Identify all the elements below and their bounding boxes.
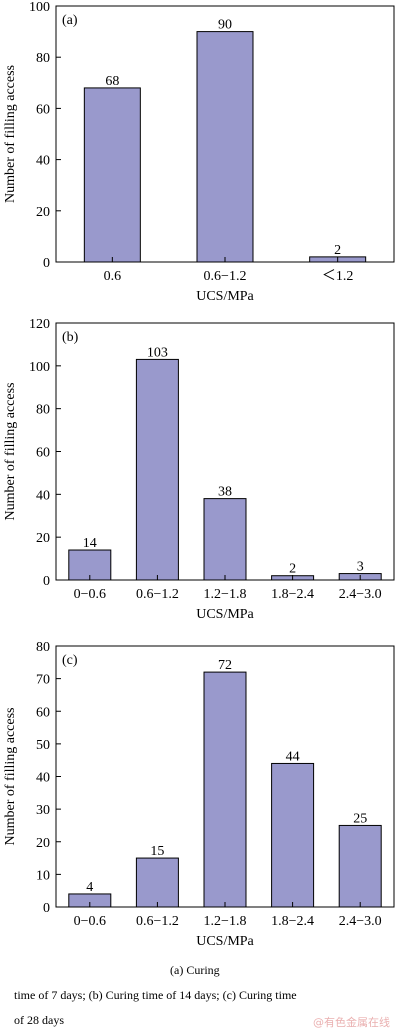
y-axis-label: Number of filling access — [3, 65, 18, 203]
panel-label: (a) — [62, 13, 78, 28]
data-label: 25 — [353, 811, 367, 826]
y-tick-label: 30 — [36, 803, 50, 818]
y-tick-label: 70 — [36, 673, 50, 688]
bar — [196, 31, 254, 263]
caption-line-3: of 28 days — [14, 1013, 64, 1027]
y-tick-label: 0 — [43, 574, 50, 589]
y-axis-label: Number of filling access — [3, 707, 18, 845]
y-tick-label: 0 — [43, 901, 50, 916]
data-label: 2 — [289, 562, 296, 577]
x-tick-label: 0−0.6 — [74, 587, 106, 602]
y-tick-label: 40 — [36, 154, 50, 169]
y-tick-label: 20 — [36, 836, 50, 851]
x-axis-label: UCS/MPa — [196, 934, 254, 949]
y-axis-label: Number of filling access — [3, 382, 18, 520]
x-tick-label: 1.2−1.8 — [204, 587, 247, 602]
x-tick-label: ＜1.2 — [322, 269, 354, 284]
x-tick-label: 0−0.6 — [74, 914, 106, 929]
y-tick-label: 80 — [36, 51, 50, 66]
x-tick-label: 0.6 — [104, 269, 122, 284]
y-tick-label: 60 — [36, 705, 50, 720]
chart-panel-a: 0 20 40 60 80 100 0.6 68 0.6−1.2 90 ＜1.2 2 (a) UCS/MP… — [3, 0, 395, 304]
y-tick-label: 20 — [36, 531, 50, 546]
y-tick-label: 10 — [36, 868, 50, 883]
y-tick-label: 20 — [36, 205, 50, 220]
data-label: 2 — [334, 243, 341, 258]
x-tick-label: 0.6−1.2 — [136, 587, 179, 602]
bar — [203, 498, 247, 581]
data-label: 14 — [83, 536, 97, 551]
chart-panel-b: 0 20 40 60 80 100 120 0−0.6 14 0.6−1.2 103 1.2−1.8 3… — [3, 317, 395, 622]
x-axis-label: UCS/MPa — [196, 289, 254, 304]
watermark: @有色金属在线 — [313, 1016, 390, 1029]
charts-figure: 0204060801000.6680.6−1.290＜1.22(a)UCS/MP… — [3, 0, 395, 949]
x-axis-label: UCS/MPa — [196, 607, 254, 622]
x-tick-label: 1.8−2.4 — [271, 914, 314, 929]
caption-line-1: (a) Curing — [170, 963, 220, 977]
data-label: 103 — [147, 345, 168, 360]
data-label: 15 — [150, 844, 164, 859]
y-tick-label: 40 — [36, 771, 50, 786]
data-label: 44 — [286, 749, 300, 764]
y-tick-label: 40 — [36, 488, 50, 503]
data-label: 38 — [218, 485, 232, 500]
y-tick-label: 100 — [29, 360, 50, 375]
y-tick-label: 0 — [43, 256, 50, 271]
y-tick-label: 60 — [36, 102, 50, 117]
y-tick-label: 60 — [36, 446, 50, 461]
data-label: 68 — [105, 74, 119, 89]
panel-label: (b) — [62, 330, 79, 345]
caption-line-2: time of 7 days; (b) Curing time of 14 da… — [14, 988, 297, 1002]
data-label: 90 — [218, 18, 232, 33]
data-label: 3 — [357, 560, 364, 575]
y-tick-label: 80 — [36, 403, 50, 418]
x-tick-label: 1.2−1.8 — [204, 914, 247, 929]
y-tick-label: 100 — [29, 0, 50, 15]
x-tick-label: 2.4−3.0 — [339, 914, 382, 929]
bar — [271, 762, 315, 908]
bar — [83, 87, 141, 263]
data-label: 72 — [218, 658, 232, 673]
panel-label: (c) — [62, 653, 78, 668]
x-tick-label: 1.8−2.4 — [271, 587, 314, 602]
y-tick-label: 80 — [36, 640, 50, 655]
data-label: 4 — [86, 880, 93, 895]
y-tick-label: 50 — [36, 738, 50, 753]
bar — [135, 857, 179, 908]
x-tick-label: 0.6−1.2 — [136, 914, 179, 929]
bar — [338, 824, 382, 908]
bar — [203, 671, 247, 908]
chart-panel-c: 0 10 20 30 40 50 60 70 80 0−0.6 4 0.6−1.2 15 1.2−1.8 7… — [3, 640, 395, 949]
x-tick-label: 0.6−1.2 — [204, 269, 247, 284]
bar — [135, 358, 179, 581]
x-tick-label: 2.4−3.0 — [339, 587, 382, 602]
y-tick-label: 120 — [29, 317, 50, 332]
